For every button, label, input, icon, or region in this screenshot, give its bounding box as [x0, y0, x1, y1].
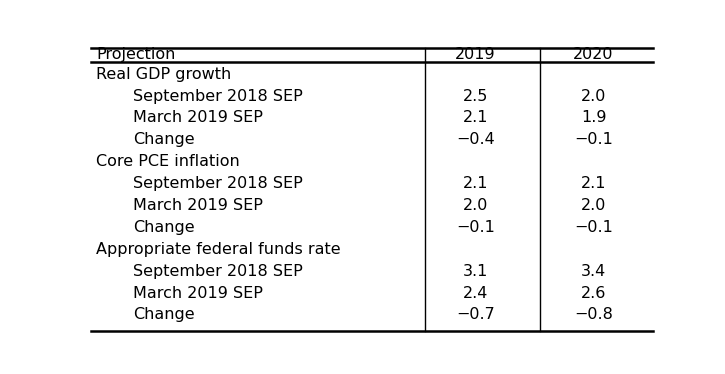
Text: 2.1: 2.1: [463, 176, 488, 191]
Text: 3.4: 3.4: [581, 264, 606, 279]
Text: −0.7: −0.7: [456, 307, 495, 322]
Text: 2.4: 2.4: [463, 286, 488, 301]
Text: Change: Change: [133, 132, 194, 147]
Text: −0.8: −0.8: [574, 307, 613, 322]
Text: March 2019 SEP: March 2019 SEP: [133, 110, 262, 125]
Text: Real GDP growth: Real GDP growth: [96, 67, 231, 82]
Text: −0.1: −0.1: [574, 220, 613, 235]
Text: 1.9: 1.9: [581, 110, 606, 125]
Text: Change: Change: [133, 220, 194, 235]
Text: September 2018 SEP: September 2018 SEP: [133, 176, 302, 191]
Text: September 2018 SEP: September 2018 SEP: [133, 264, 302, 279]
Text: Projection: Projection: [96, 47, 175, 62]
Text: 2.0: 2.0: [581, 198, 606, 213]
Text: 2.6: 2.6: [581, 286, 606, 301]
Text: March 2019 SEP: March 2019 SEP: [133, 286, 262, 301]
Text: 2.0: 2.0: [581, 89, 606, 104]
Text: Core PCE inflation: Core PCE inflation: [96, 154, 240, 169]
Text: 2.0: 2.0: [463, 198, 488, 213]
Text: Appropriate federal funds rate: Appropriate federal funds rate: [96, 242, 341, 257]
Text: 2020: 2020: [573, 47, 614, 62]
Text: 2.1: 2.1: [581, 176, 606, 191]
Text: March 2019 SEP: March 2019 SEP: [133, 198, 262, 213]
Text: −0.4: −0.4: [456, 132, 495, 147]
Text: 2019: 2019: [455, 47, 496, 62]
Text: −0.1: −0.1: [574, 132, 613, 147]
Text: −0.1: −0.1: [456, 220, 495, 235]
Text: 2.5: 2.5: [463, 89, 488, 104]
Text: Change: Change: [133, 307, 194, 322]
Text: September 2018 SEP: September 2018 SEP: [133, 89, 302, 104]
Text: 3.1: 3.1: [463, 264, 488, 279]
Text: 2.1: 2.1: [463, 110, 488, 125]
